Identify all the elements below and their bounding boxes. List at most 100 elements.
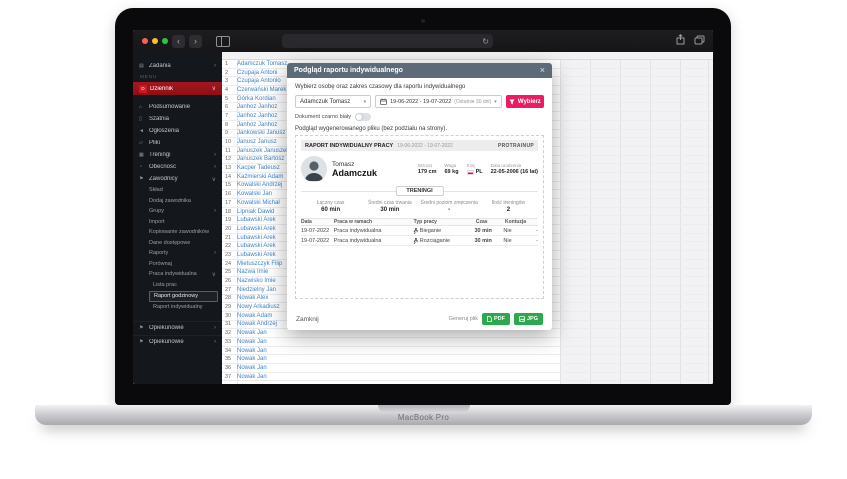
player-name-link[interactable]: Kaźmierski Adam xyxy=(237,173,284,180)
app-sidebar: ▤ Zadania › MENU D Dziennik ∨ ⌂ Po xyxy=(133,52,222,384)
tabs-icon[interactable] xyxy=(694,35,705,45)
activity-icon xyxy=(413,227,418,234)
row-number: 3 xyxy=(225,78,229,85)
player-name-link[interactable]: Lubawski Arek xyxy=(237,217,276,224)
player-name-link[interactable]: Nowak Jan xyxy=(237,373,267,380)
chevron-icon: › xyxy=(214,164,216,170)
player-name-link[interactable]: Czupaja Antonio xyxy=(237,78,281,85)
sidebar-item-zadania[interactable]: ▤ Zadania › xyxy=(139,63,216,69)
grid-column-divider xyxy=(560,52,561,384)
bw-toggle-switch[interactable] xyxy=(354,113,371,121)
minimize-window-button[interactable] xyxy=(152,38,158,44)
sidebar-item[interactable]: ▦ Treningi › xyxy=(139,152,216,158)
grid-column-divider xyxy=(620,52,621,384)
sidebar-subitem[interactable]: Raporty › xyxy=(149,250,216,257)
fullscreen-window-button[interactable] xyxy=(162,38,168,44)
player-name-link[interactable]: Nazwisko Imie xyxy=(237,278,276,285)
player-name-link[interactable]: Lipniak Dawid xyxy=(237,208,275,215)
sidebar-praca-subitem[interactable]: Lista prac xyxy=(153,282,177,288)
close-modal-link[interactable]: Zamknij xyxy=(296,315,319,323)
player-name-link[interactable]: Januszek Januszek xyxy=(237,147,290,154)
sidebar-item[interactable]: ◔ Obecność › xyxy=(139,164,216,170)
person-select[interactable]: Adamczuk Tomasz ▾ xyxy=(295,95,372,108)
close-window-button[interactable] xyxy=(142,38,148,44)
modal-header: Podgląd raportu indywidualnego × xyxy=(287,63,552,78)
back-button[interactable]: ‹ xyxy=(172,34,185,48)
row-number: 33 xyxy=(225,338,232,345)
player-name-link[interactable]: Jankowski Janusz xyxy=(237,130,286,137)
player-attribute: Data urodzenia 22-05-2006 (16 lat) xyxy=(490,163,538,175)
generate-jpg-button[interactable]: JPG xyxy=(513,313,543,325)
sidebar-toggle-icon[interactable] xyxy=(216,35,230,47)
address-bar[interactable]: ↻ xyxy=(282,34,493,48)
training-row: 19-07-2022 Praca indywidualna Rozciągani… xyxy=(301,236,538,246)
sidebar-section-label: MENU xyxy=(140,74,158,79)
sidebar-subitem[interactable]: Porównaj xyxy=(149,260,172,267)
row-number: 16 xyxy=(225,191,232,198)
player-attribute: Waga 69 kg xyxy=(444,163,459,175)
reload-icon[interactable]: ↻ xyxy=(482,36,489,46)
choose-button[interactable]: Wybierz xyxy=(505,95,544,108)
sidebar-item[interactable]: ▱ Pliki xyxy=(139,140,161,146)
player-name-link[interactable]: Kowalski Andrzej xyxy=(237,182,283,189)
player-name-link[interactable]: Lubawski Arek xyxy=(237,243,276,250)
sidebar-subitem[interactable]: Grupy › xyxy=(149,208,216,215)
sidebar-item[interactable]: ⚑ Zawodnicy ∨ xyxy=(139,176,216,183)
sidebar-subitem[interactable]: Kopiowanie zawodników xyxy=(149,229,209,236)
sidebar-subitem[interactable]: Dodaj zawodnika xyxy=(149,197,191,204)
grid-column-divider xyxy=(650,52,651,384)
player-name-link[interactable]: Mietuszczyk Filip xyxy=(237,260,283,267)
sidebar-item[interactable]: ▯ Szatnia xyxy=(139,116,170,122)
player-name-link[interactable]: Kacper Tadeusz xyxy=(237,165,280,172)
player-name-link[interactable]: Nowak Adam xyxy=(237,312,273,319)
chevron-down-icon: ▾ xyxy=(363,98,367,105)
sidebar-item[interactable]: ◄ Ogłoszenia xyxy=(139,128,180,134)
sidebar-praca-subitem[interactable]: Raport godzinowy xyxy=(149,290,218,302)
player-name-link[interactable]: Czupaja Antoni xyxy=(237,69,278,76)
player-name-link[interactable]: Kowalski Jan xyxy=(237,191,273,198)
sidebar-subitem[interactable]: Skład xyxy=(149,187,163,194)
player-name-link[interactable]: Janhoz Janhoz xyxy=(237,121,278,128)
forward-button[interactable]: › xyxy=(189,34,202,48)
player-name-link[interactable]: Janusz Janusz xyxy=(237,139,277,146)
player-name-link[interactable]: Adamczuk Tomasz xyxy=(237,60,288,67)
player-name-link[interactable]: Nowak Andrzej xyxy=(237,321,278,328)
player-name-link[interactable]: Nazwa Imie xyxy=(237,269,269,276)
player-name-link[interactable]: Janhoz Janhoz xyxy=(237,112,278,119)
sidebar-item-icon: ⌂ xyxy=(139,104,143,110)
sidebar-item-dziennik-active[interactable]: D Dziennik ∨ xyxy=(133,82,222,95)
player-name-link[interactable]: Januszek Bartosz xyxy=(237,156,285,163)
sidebar-item-opiekunowie[interactable]: ⚑ Opiekunowie › xyxy=(133,334,222,349)
player-name-link[interactable]: Nowak Jan xyxy=(237,347,267,354)
window-controls xyxy=(142,38,168,44)
player-name-link[interactable]: Czerwański Marek xyxy=(237,86,287,93)
player-name-link[interactable]: Nowak Jan xyxy=(237,356,267,363)
sidebar-item-opiekunowie[interactable]: ⚑ Opiekunowie › xyxy=(133,320,222,335)
player-name-link[interactable]: Niedzielny Jan xyxy=(237,286,277,293)
player-name-link[interactable]: Lubawski Arek xyxy=(237,225,276,232)
sidebar-praca-subitem[interactable]: Raport indywidualny xyxy=(153,304,203,310)
close-icon[interactable]: × xyxy=(539,65,545,75)
player-name-link[interactable]: Nowak Jan xyxy=(237,364,267,371)
player-name-link[interactable]: Górka Kordian xyxy=(237,95,276,102)
generate-pdf-button[interactable]: PDF xyxy=(481,313,510,325)
sidebar-subitem[interactable]: Praca indywidualna ∨ xyxy=(149,271,216,278)
sidebar-subitem[interactable]: Import xyxy=(149,218,165,225)
player-name-link[interactable]: Kowalski Michał xyxy=(237,199,280,206)
tasks-icon: ▤ xyxy=(139,63,144,69)
share-icon[interactable] xyxy=(676,34,685,45)
player-name-link[interactable]: Nowak Jan xyxy=(237,338,267,345)
table-header-cell: Typ pracy xyxy=(413,219,437,225)
player-name-link[interactable]: Nowy Arkadiusz xyxy=(237,304,280,311)
sidebar-subitem[interactable]: Dane dostępowe xyxy=(149,239,191,246)
modal-title: Podgląd raportu indywidualnego xyxy=(294,67,403,74)
sidebar-item-icon: ▦ xyxy=(139,152,144,158)
table-header-cell: Czas xyxy=(475,219,488,225)
player-name-link[interactable]: Nowak Jan xyxy=(237,330,267,337)
player-name-link[interactable]: Lubawski Arek xyxy=(237,234,276,241)
player-name-link[interactable]: Lubawski Arek xyxy=(237,251,276,258)
date-range-input[interactable]: 19-06-2022 - 19-07-2022 (Ostatnie 30 dni… xyxy=(375,95,502,108)
sidebar-item[interactable]: ⌂ Podsumowanie xyxy=(139,104,191,110)
player-name-link[interactable]: Nowak Alex xyxy=(237,295,269,302)
player-name-link[interactable]: Janhoz Janhoz xyxy=(237,104,278,111)
